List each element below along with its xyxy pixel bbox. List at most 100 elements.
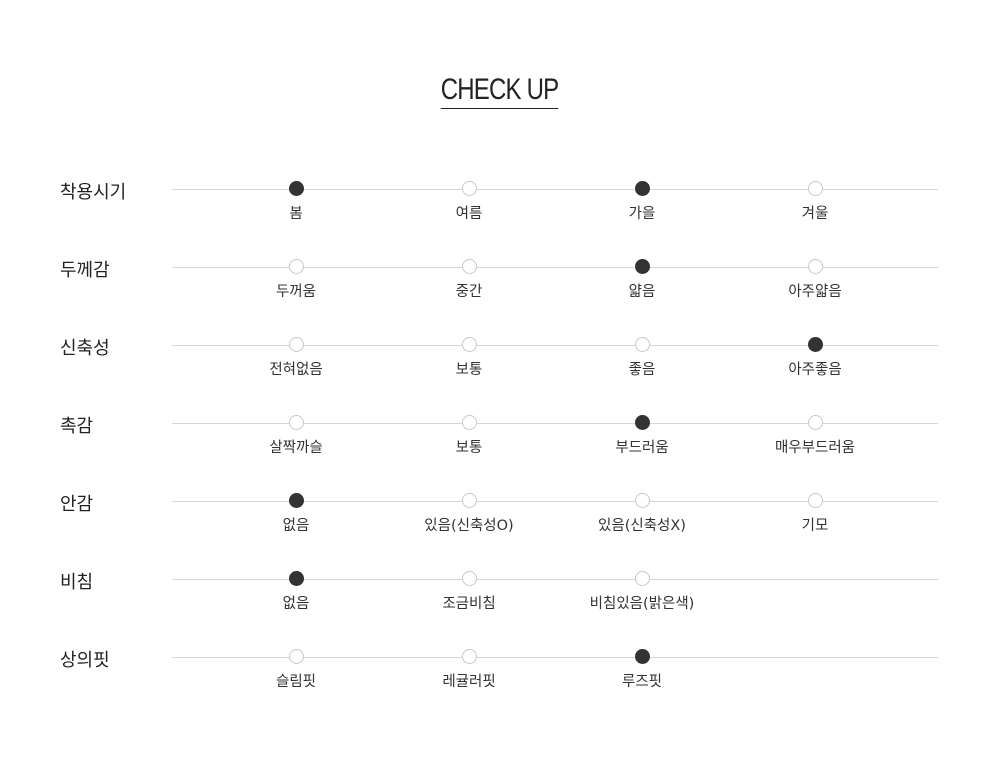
option-label: 봄 bbox=[289, 206, 303, 222]
option: 전혀없음 bbox=[216, 337, 376, 379]
option-label: 매우부드러움 bbox=[774, 440, 856, 456]
option-label: 겨울 bbox=[801, 206, 829, 222]
option-label: 여름 bbox=[455, 206, 483, 222]
unselected-dot-icon bbox=[288, 649, 304, 664]
option-label: 있음(신축성X) bbox=[598, 518, 686, 534]
option: 겨울 bbox=[735, 181, 895, 223]
option: 있음(신축성O) bbox=[389, 493, 549, 535]
option: 살짝까슬 bbox=[216, 415, 376, 457]
row-label: 촉감 bbox=[60, 416, 94, 437]
selected-dot-icon bbox=[634, 649, 650, 664]
selected-dot-icon bbox=[634, 181, 650, 196]
option: 중간 bbox=[389, 259, 549, 301]
option-label: 두꺼움 bbox=[275, 284, 317, 300]
row-label: 안감 bbox=[60, 494, 94, 515]
option: 매우부드러움 bbox=[735, 415, 895, 457]
option-label: 보통 bbox=[455, 362, 483, 378]
option-label: 슬림핏 bbox=[275, 674, 317, 690]
option-label: 살짝까슬 bbox=[269, 440, 323, 456]
row-label: 상의핏 bbox=[60, 650, 110, 671]
unselected-dot-icon bbox=[288, 259, 304, 274]
option: 아주좋음 bbox=[735, 337, 895, 379]
unselected-dot-icon bbox=[461, 649, 477, 664]
page-title: CHECK UP bbox=[441, 72, 560, 109]
option: 보통 bbox=[389, 415, 549, 457]
unselected-dot-icon bbox=[461, 493, 477, 508]
option-label: 레귤러핏 bbox=[442, 674, 496, 690]
selected-dot-icon bbox=[288, 181, 304, 196]
option: 루즈핏 bbox=[562, 649, 722, 691]
unselected-dot-icon bbox=[461, 337, 477, 352]
option-label: 없음 bbox=[282, 596, 310, 612]
unselected-dot-icon bbox=[288, 415, 304, 430]
option-label: 좋음 bbox=[628, 362, 656, 378]
row-label: 신축성 bbox=[60, 338, 110, 359]
option-label: 부드러움 bbox=[615, 440, 669, 456]
option-label: 없음 bbox=[282, 518, 310, 534]
unselected-dot-icon bbox=[807, 415, 823, 430]
option: 없음 bbox=[216, 493, 376, 535]
row-divider bbox=[172, 579, 938, 580]
unselected-dot-icon bbox=[807, 181, 823, 196]
option: 있음(신축성X) bbox=[562, 493, 722, 535]
row-divider bbox=[172, 345, 938, 346]
option-label: 조금비침 bbox=[442, 596, 496, 612]
row-divider bbox=[172, 423, 938, 424]
selected-dot-icon bbox=[807, 337, 823, 352]
option: 좋음 bbox=[562, 337, 722, 379]
option-label: 아주좋음 bbox=[788, 362, 842, 378]
unselected-dot-icon bbox=[461, 181, 477, 196]
unselected-dot-icon bbox=[461, 571, 477, 586]
option: 없음 bbox=[216, 571, 376, 613]
option: 비침있음(밝은색) bbox=[562, 571, 722, 613]
option: 두꺼움 bbox=[216, 259, 376, 301]
selected-dot-icon bbox=[634, 415, 650, 430]
option-label: 가을 bbox=[628, 206, 656, 222]
row-divider bbox=[172, 501, 938, 502]
row-label: 두께감 bbox=[60, 260, 110, 281]
option-label: 얇음 bbox=[628, 284, 656, 300]
row-divider bbox=[172, 267, 938, 268]
unselected-dot-icon bbox=[461, 415, 477, 430]
unselected-dot-icon bbox=[634, 493, 650, 508]
option-label: 아주얇음 bbox=[788, 284, 842, 300]
unselected-dot-icon bbox=[807, 259, 823, 274]
option: 레귤러핏 bbox=[389, 649, 549, 691]
option: 부드러움 bbox=[562, 415, 722, 457]
option-label: 비침있음(밝은색) bbox=[589, 596, 695, 612]
unselected-dot-icon bbox=[634, 571, 650, 586]
option: 여름 bbox=[389, 181, 549, 223]
row-divider bbox=[172, 657, 938, 658]
unselected-dot-icon bbox=[288, 337, 304, 352]
unselected-dot-icon bbox=[634, 337, 650, 352]
option: 아주얇음 bbox=[735, 259, 895, 301]
selected-dot-icon bbox=[288, 571, 304, 586]
option-label: 중간 bbox=[455, 284, 483, 300]
option: 슬림핏 bbox=[216, 649, 376, 691]
option: 봄 bbox=[216, 181, 376, 223]
option-label: 보통 bbox=[455, 440, 483, 456]
row-label: 착용시기 bbox=[60, 182, 127, 203]
row-label: 비침 bbox=[60, 572, 94, 593]
unselected-dot-icon bbox=[807, 493, 823, 508]
selected-dot-icon bbox=[634, 259, 650, 274]
option: 얇음 bbox=[562, 259, 722, 301]
unselected-dot-icon bbox=[461, 259, 477, 274]
page-title-wrap: CHECK UP bbox=[0, 72, 1000, 109]
selected-dot-icon bbox=[288, 493, 304, 508]
option-label: 기모 bbox=[801, 518, 829, 534]
option-label: 루즈핏 bbox=[621, 674, 663, 690]
option-label: 전혀없음 bbox=[269, 362, 323, 378]
option: 보통 bbox=[389, 337, 549, 379]
option: 조금비침 bbox=[389, 571, 549, 613]
option: 가을 bbox=[562, 181, 722, 223]
row-divider bbox=[172, 189, 938, 190]
option: 기모 bbox=[735, 493, 895, 535]
